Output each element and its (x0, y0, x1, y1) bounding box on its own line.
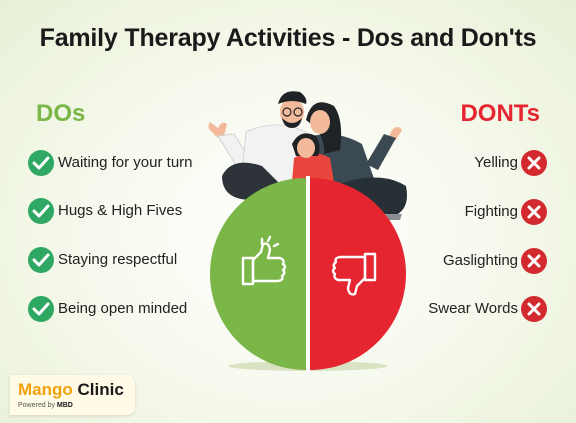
dos-item-waiting: Waiting for your turn (58, 154, 193, 171)
dos-item-respectful: Staying respectful (58, 251, 178, 268)
mango-clinic-logo: Mango Clinic Powered by MBD (10, 375, 135, 415)
check-icon (28, 296, 54, 322)
dos-item-open-minded: Being open minded (58, 300, 188, 317)
logo-name-part1: Mango (18, 380, 73, 399)
donts-half-circle (310, 178, 406, 370)
thumbs-up-icon (241, 235, 287, 286)
logo-tagline: Powered by MBD (18, 402, 73, 409)
donts-item-swear-words: Swear Words (428, 300, 518, 317)
split-circle (210, 176, 406, 372)
check-icon (28, 198, 54, 224)
donts-item-fighting: Fighting (464, 203, 518, 220)
cross-icon (521, 248, 547, 274)
logo-tagline-text: Powered by (18, 402, 55, 409)
check-icons (28, 150, 54, 322)
cross-icon (521, 199, 547, 225)
cross-icons (521, 150, 547, 322)
page-title: Family Therapy Activities - Dos and Don'… (39, 24, 537, 52)
dos-half-circle (210, 178, 306, 370)
family-of-three-icon (208, 91, 407, 220)
logo-tagline-brand: MBD (56, 402, 73, 409)
donts-item-yelling: Yelling (474, 154, 518, 171)
cross-icon (521, 150, 547, 176)
donts-heading: DONTs (460, 100, 540, 127)
thumbs-down-icon (331, 252, 377, 296)
cross-icon (521, 296, 547, 322)
check-icon (28, 150, 54, 176)
logo-name: Mango Clinic (18, 380, 124, 400)
check-icon (28, 247, 54, 273)
dos-heading: DOs (36, 100, 86, 127)
logo-name-part2: Clinic (77, 380, 124, 399)
dos-item-hugs: Hugs & High Fives (58, 202, 183, 219)
donts-item-gaslighting: Gaslighting (442, 252, 518, 269)
